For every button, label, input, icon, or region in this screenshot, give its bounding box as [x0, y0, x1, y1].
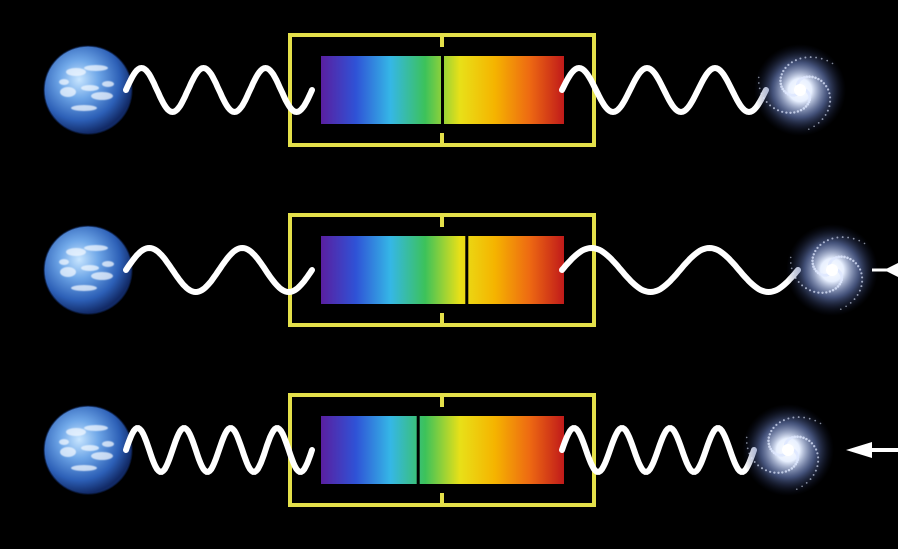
spiral-galaxy-icon: [742, 404, 834, 496]
earth-icon: [43, 225, 133, 315]
light-wave-right: [559, 425, 757, 475]
light-wave-left: [123, 425, 315, 475]
diagram-row-approaching: [43, 393, 898, 507]
motion-arrow-icon: [872, 263, 898, 277]
diagram-row-receding: [43, 213, 898, 327]
spectrum-bar: [321, 416, 564, 484]
light-wave-right: [559, 64, 769, 116]
diagram-row-at-rest: [43, 33, 846, 147]
light-wave-left: [123, 64, 315, 116]
earth-icon: [43, 45, 133, 135]
motion-arrow-icon: [846, 442, 898, 458]
earth-icon: [43, 405, 133, 495]
spiral-galaxy-icon: [786, 224, 878, 316]
light-wave-right: [559, 244, 801, 296]
spectrum-bar: [321, 236, 564, 304]
light-wave-left: [123, 244, 315, 296]
spiral-galaxy-icon: [754, 44, 846, 136]
